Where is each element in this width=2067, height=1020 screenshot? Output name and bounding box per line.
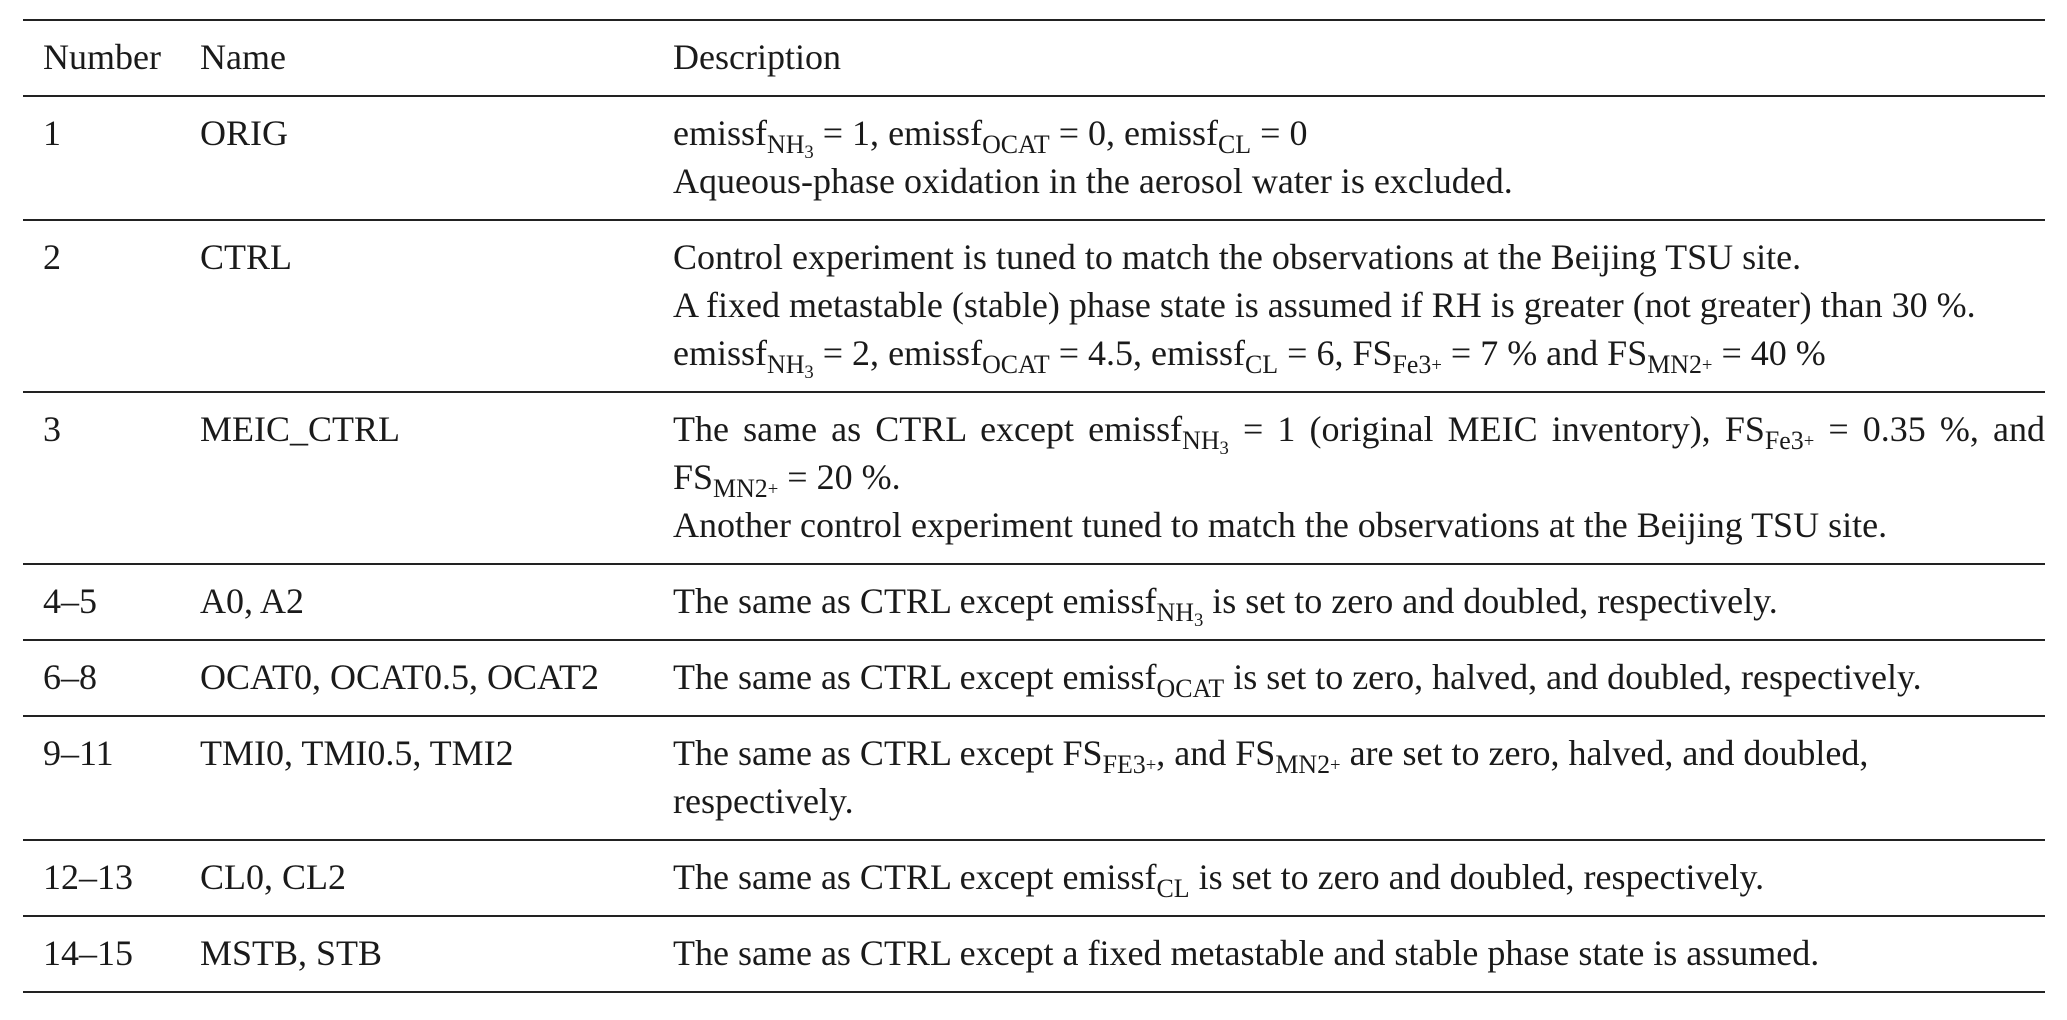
header-row: Number Name Description: [23, 20, 2045, 96]
table-row: 4–5 A0, A2 The same as CTRL except emiss…: [23, 564, 2045, 640]
row-name: ORIG: [200, 113, 288, 153]
experiments-table: Number Name Description 1 ORIG emissfNH3…: [23, 19, 2045, 993]
desc-line: emissfNH3 = 2, emissfOCAT = 4.5, emissfC…: [673, 333, 1826, 384]
row-description: emissfNH3 = 1, emissfOCAT = 0, emissfCL …: [673, 96, 2045, 220]
header-name: Name: [200, 37, 286, 77]
row-description: The same as CTRL except a fixed metastab…: [673, 933, 1820, 973]
table-row: 3 MEIC_CTRL The same as CTRL except emis…: [23, 392, 2045, 564]
row-description: Control experiment is tuned to match the…: [673, 220, 2045, 392]
desc-line: The same as CTRL except emissfNH3 = 1 (o…: [673, 409, 2045, 503]
row-number: 6–8: [43, 657, 97, 697]
row-description: The same as CTRL except emissfCL is set …: [673, 857, 1765, 903]
desc-line: Aqueous-phase oxidation in the aerosol w…: [673, 161, 1513, 201]
row-number: 9–11: [43, 733, 114, 773]
header-number: Number: [43, 37, 161, 77]
table-header: Number Name Description: [23, 20, 2045, 96]
row-name: MEIC_CTRL: [200, 409, 401, 449]
desc-line: emissfNH3 = 1, emissfOCAT = 0, emissfCL …: [673, 113, 1308, 164]
row-number: 14–15: [43, 933, 133, 973]
row-name: CL0, CL2: [200, 857, 347, 897]
row-description: The same as CTRL except emissfNH3 = 1 (o…: [673, 392, 2045, 564]
row-number: 1: [43, 113, 61, 153]
header-description: Description: [673, 37, 841, 77]
desc-line: A fixed metastable (stable) phase state …: [673, 285, 1976, 325]
nh3-subscript: NH3: [767, 129, 814, 164]
row-description: The same as CTRL except FSFE3+, and FSMN…: [673, 733, 1869, 821]
table-row: 6–8 OCAT0, OCAT0.5, OCAT2 The same as CT…: [23, 640, 2045, 716]
ocat-subscript: OCAT: [982, 129, 1050, 159]
table-row: 14–15 MSTB, STB The same as CTRL except …: [23, 916, 2045, 992]
cl-subscript: CL: [1218, 129, 1252, 159]
table-body: 1 ORIG emissfNH3 = 1, emissfOCAT = 0, em…: [23, 96, 2045, 992]
desc-line: Another control experiment tuned to matc…: [673, 505, 1888, 545]
row-description: The same as CTRL except emissfOCAT is se…: [673, 657, 1922, 703]
row-name: OCAT0, OCAT0.5, OCAT2: [200, 657, 600, 697]
row-description: The same as CTRL except emissfNH3 is set…: [673, 581, 1778, 632]
row-name: A0, A2: [200, 581, 305, 621]
row-number: 4–5: [43, 581, 97, 621]
row-number: 2: [43, 237, 61, 277]
table-row: 1 ORIG emissfNH3 = 1, emissfOCAT = 0, em…: [23, 96, 2045, 220]
row-name: TMI0, TMI0.5, TMI2: [200, 733, 514, 773]
table-row: 12–13 CL0, CL2 The same as CTRL except e…: [23, 840, 2045, 916]
row-number: 3: [43, 409, 61, 449]
desc-line: Control experiment is tuned to match the…: [673, 237, 1802, 277]
table-row: 2 CTRL Control experiment is tuned to ma…: [23, 220, 2045, 392]
table-row: 9–11 TMI0, TMI0.5, TMI2 The same as CTRL…: [23, 716, 2045, 840]
row-name: MSTB, STB: [200, 933, 383, 973]
row-number: 12–13: [43, 857, 133, 897]
row-name: CTRL: [200, 237, 293, 277]
